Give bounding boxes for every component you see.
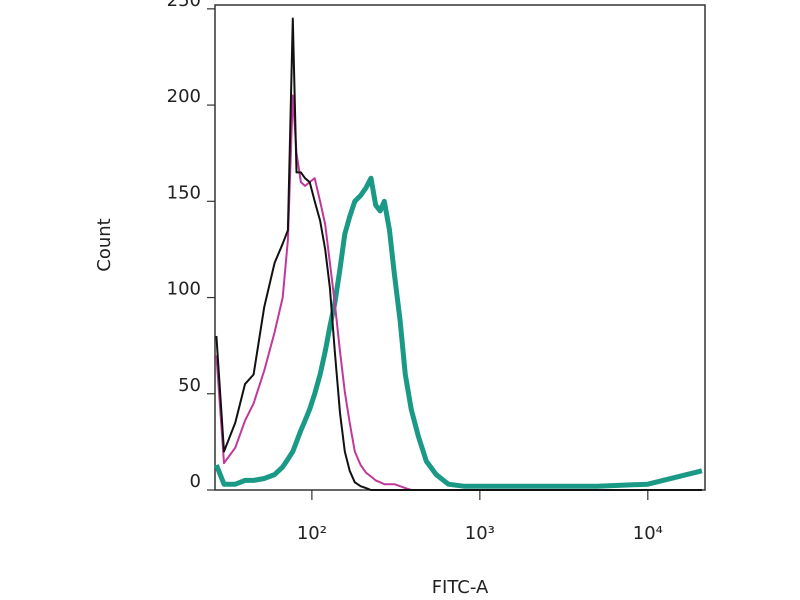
- x-tick-label: 10²: [297, 523, 327, 544]
- y-axis-label: Count: [94, 218, 115, 271]
- histogram-line: [215, 17, 702, 491]
- x-tick-label: 10⁴: [633, 523, 663, 544]
- y-tick-label: 100: [167, 279, 201, 300]
- x-tick-label: 10³: [465, 523, 495, 544]
- x-axis-label: FITC-A: [432, 577, 489, 598]
- y-tick-label: 150: [167, 182, 201, 203]
- y-tick-label: 250: [167, 0, 201, 11]
- y-tick-label: 0: [190, 471, 201, 492]
- y-tick-label: 50: [178, 375, 201, 396]
- plot-frame: [214, 4, 706, 491]
- histogram-line: [214, 175, 703, 489]
- y-tick-label: 200: [167, 86, 201, 107]
